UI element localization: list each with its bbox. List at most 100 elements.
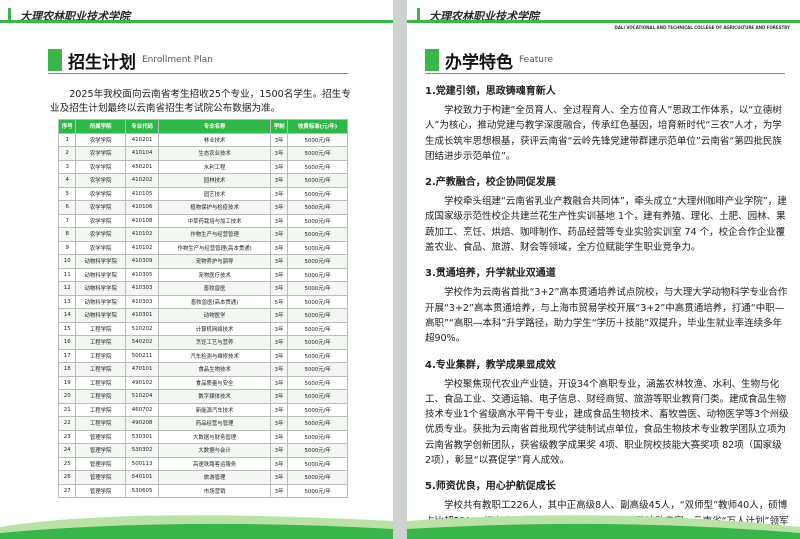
cell: 工程学院 (75, 321, 126, 336)
cell: 490102 (124, 375, 160, 390)
cell: 12 (57, 281, 77, 296)
table-row: 14 动物科学学院 410301 动物医学 3年 5000元/年 (57, 308, 348, 323)
cell: 410301 (124, 308, 160, 323)
cell: 农学学院 (75, 240, 126, 255)
cell: 农学学院 (75, 159, 126, 174)
cell: 宠物医疗技术 (158, 267, 271, 282)
cell: 5000元/年 (287, 227, 348, 242)
cell: 工程学院 (75, 416, 126, 431)
cell: 3年 (269, 402, 289, 417)
cell: 5000元/年 (287, 348, 348, 363)
table-header: 序号 所属学院 专业代码 专业名称 学制 收费标准(元/年) (57, 119, 348, 134)
feature-heading: 5.师资优良，用心护航促成长 (425, 481, 556, 493)
table-row: 19 工程学院 490102 食品质量与安全 3年 5000元/年 (57, 375, 348, 390)
table-row: 6 农学学院 410106 植物保护与检疫技术 3年 5000元/年 (57, 200, 348, 215)
cell: 水利工程 (158, 159, 271, 174)
cell: 食品生物技术 (158, 362, 271, 377)
cell: 畜牧兽医 (158, 281, 271, 296)
subtitle: Enrollment Plan (142, 55, 213, 65)
cell: 畜牧兽医(高本贯通) (158, 294, 271, 309)
cell: 动物科学学院 (75, 294, 126, 309)
cell: 5000元/年 (287, 213, 348, 228)
cell: 动物科学学院 (75, 267, 126, 282)
cell: 3年 (269, 389, 289, 404)
table-row: 25 管理学院 500113 高速铁路客运服务 3年 5000元/年 (57, 456, 348, 471)
right-page: 大理农林职业技术学院 DALI VOCATIONAL AND TECHNICAL… (407, 0, 800, 539)
header-cell: 学制 (269, 119, 289, 134)
cell: 5000元/年 (287, 375, 348, 390)
cell: 530302 (124, 443, 160, 458)
cell: 数字媒体技术 (158, 389, 271, 404)
cell: 工程学院 (75, 348, 126, 363)
cell: 工程学院 (75, 335, 126, 350)
cell: 2 (57, 146, 77, 161)
cell: 530605 (124, 483, 160, 498)
cell: 5000元/年 (287, 321, 348, 336)
cell: 旅游管理 (158, 470, 271, 485)
table-row: 20 工程学院 510204 数字媒体技术 3年 5000元/年 (57, 389, 348, 404)
cell: 21 (57, 402, 77, 417)
cell: 19 (57, 375, 77, 390)
title-block (425, 49, 439, 71)
cell: 管理学院 (75, 470, 126, 485)
cell: 烹饪工艺与营养 (158, 335, 271, 350)
cell: 3年 (269, 483, 289, 498)
cell: 5000元/年 (287, 240, 348, 255)
cell: 药品经营与管理 (158, 416, 271, 431)
cell: 9 (57, 240, 77, 255)
cell: 5年 (269, 294, 289, 309)
cell: 5000元/年 (287, 308, 348, 323)
cell: 工程学院 (75, 402, 126, 417)
table-row: 1 农学学院 410201 林业技术 3年 5000元/年 (57, 132, 348, 147)
table-row: 22 工程学院 490208 药品经营与管理 3年 5000元/年 (57, 416, 348, 431)
cell: 410305 (124, 267, 160, 282)
cell: 5000元/年 (287, 402, 348, 417)
title-line (425, 73, 785, 74)
cell: 500211 (124, 348, 160, 363)
header-cell: 专业代码 (124, 119, 160, 134)
header-cell: 所属学院 (75, 119, 126, 134)
title-line (48, 73, 348, 74)
cell: 27 (57, 483, 77, 498)
feature-body: 学校作为云南省首批“3+2”高本贯通培养试点院校，与大理大学动物科学专业合作开展… (425, 287, 788, 345)
cell: 3年 (269, 321, 289, 336)
cell: 植物保护与检疫技术 (158, 200, 271, 215)
cell: 5000元/年 (287, 146, 348, 161)
cell: 410105 (124, 186, 160, 201)
cell: 16 (57, 335, 77, 350)
logo-mark (417, 8, 420, 20)
cell: 5000元/年 (287, 132, 348, 147)
cell: 园林技术 (158, 173, 271, 188)
wave (0, 515, 393, 539)
cell: 3年 (269, 200, 289, 215)
cell: 18 (57, 362, 77, 377)
cell: 3年 (269, 267, 289, 282)
cell: 3年 (269, 186, 289, 201)
cell: 410108 (124, 213, 160, 228)
cell: 5000元/年 (287, 173, 348, 188)
cell: 530301 (124, 429, 160, 444)
table-row: 9 农学学院 410102 作物生产与经营管理(高本贯通) 3年 5000元/年 (57, 240, 348, 255)
cell: 500113 (124, 456, 160, 471)
cell: 3年 (269, 416, 289, 431)
header-cell: 序号 (57, 119, 77, 134)
cell: 15 (57, 321, 77, 336)
cell: 5000元/年 (287, 335, 348, 350)
cell: 14 (57, 308, 77, 323)
cell: 10 (57, 254, 77, 269)
cell: 农学学院 (75, 227, 126, 242)
table-row: 12 动物科学学院 410303 畜牧兽医 3年 5000元/年 (57, 281, 348, 296)
logo: 大理农林职业技术学院 (20, 10, 130, 23)
header-bar (407, 20, 800, 23)
cell: 3年 (269, 132, 289, 147)
cell: 410309 (124, 254, 160, 269)
subtitle: Feature (519, 55, 554, 65)
cell: 490208 (124, 416, 160, 431)
cell: 3年 (269, 443, 289, 458)
header-cell: 收费标准(元/年) (287, 119, 348, 134)
cell: 3年 (269, 281, 289, 296)
cell: 林业技术 (158, 132, 271, 147)
cell: 3年 (269, 254, 289, 269)
table-row: 3 农学学院 450201 水利工程 3年 5000元/年 (57, 159, 348, 174)
